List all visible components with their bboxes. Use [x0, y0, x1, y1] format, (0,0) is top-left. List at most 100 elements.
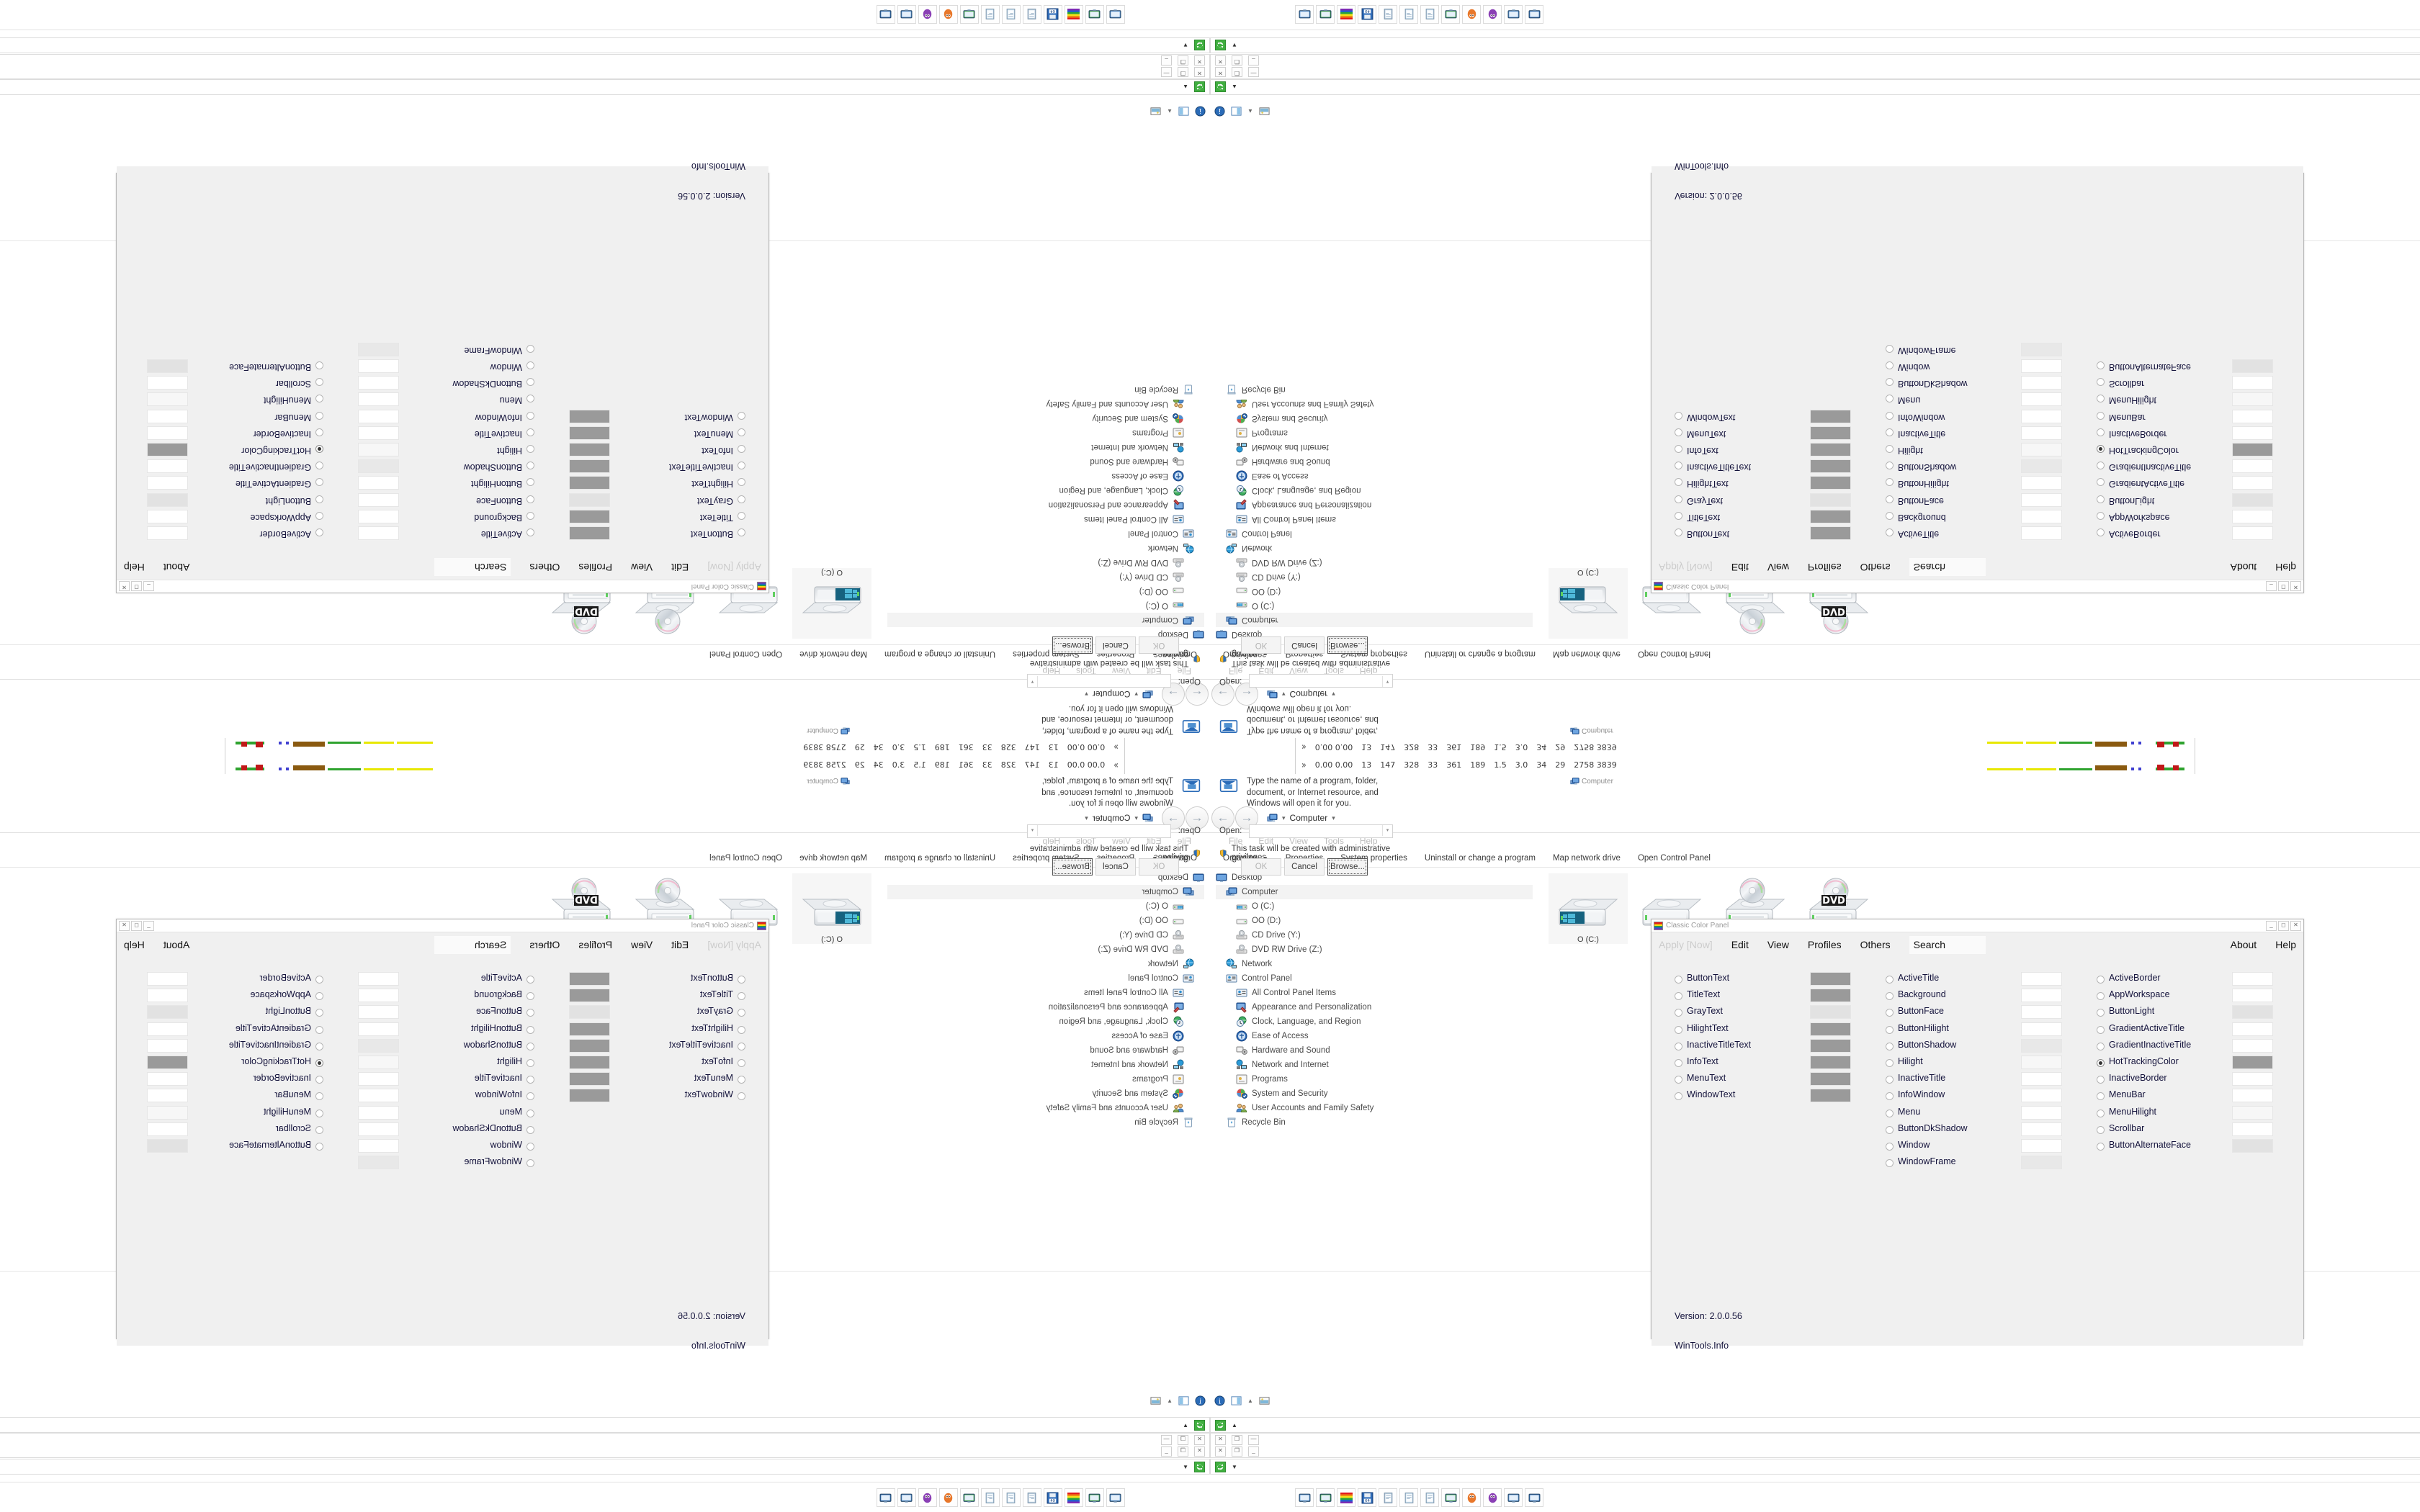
color-entry-radio[interactable] — [738, 1009, 745, 1017]
color-entry-swatch[interactable] — [358, 1156, 399, 1170]
color-entry-row[interactable]: InfoText — [533, 1055, 745, 1073]
info-icon[interactable]: i — [1195, 1395, 1206, 1406]
tree-node[interactable]: Programs — [1216, 426, 1533, 440]
color-entry-row[interactable]: InactiveTitle — [322, 423, 534, 440]
color-entry-swatch[interactable] — [569, 443, 610, 457]
taskbar-item-document[interactable] — [1023, 1488, 1041, 1507]
color-entry-swatch[interactable] — [569, 526, 610, 540]
restore-icon[interactable]: ❐ — [1178, 1434, 1188, 1445]
back-button[interactable]: ← — [1211, 806, 1234, 829]
color-entry-radio[interactable] — [2097, 495, 2105, 503]
close-icon[interactable]: ✕ — [1215, 1446, 1226, 1457]
color-entry-swatch[interactable] — [1810, 409, 1851, 423]
breadcrumb-caret-1[interactable]: ▾ — [1282, 814, 1286, 822]
color-entry-swatch[interactable] — [358, 526, 399, 540]
tree-node[interactable]: Computer — [887, 885, 1204, 899]
taskbar-item-firefox[interactable] — [939, 1488, 958, 1507]
picture-icon[interactable] — [1150, 1395, 1161, 1406]
color-entry-row[interactable]: HilightText — [1675, 1022, 1887, 1040]
color-entry-row[interactable]: InactiveTitleText — [1675, 456, 1887, 474]
tree-node[interactable]: Hardware and Sound — [887, 1043, 1204, 1058]
color-entry-row[interactable]: ButtonHilight — [1886, 472, 2098, 490]
tree-node[interactable]: OO (D:) — [1216, 914, 1533, 928]
color-entry-radio[interactable] — [526, 1159, 534, 1168]
color-entry-radio[interactable] — [1886, 445, 1894, 454]
minimize-icon[interactable]: _ — [2266, 581, 2277, 592]
color-entry-swatch[interactable] — [1810, 1072, 1851, 1086]
color-entry-swatch[interactable] — [569, 1072, 610, 1086]
color-entry-row[interactable]: InfoText — [533, 439, 745, 457]
cmd-uninstall[interactable]: Uninstall or change a program — [884, 649, 996, 659]
color-entry-radio[interactable] — [2097, 1109, 2105, 1117]
color-entry-radio[interactable] — [1886, 1058, 1894, 1067]
taskbar-item-firefox[interactable] — [1462, 5, 1481, 24]
green-refresh-icon[interactable] — [1194, 1461, 1205, 1472]
close-icon[interactable]: ✕ — [119, 920, 130, 931]
tree-node[interactable]: O (C:) — [1216, 598, 1533, 613]
color-entry-row[interactable]: WindowText — [1675, 1089, 1887, 1106]
color-entry-swatch[interactable] — [2232, 1122, 2273, 1136]
breadcrumb-caret-2[interactable]: ▾ — [1332, 814, 1335, 822]
tree-node[interactable]: Appearance and Personalization — [1216, 498, 1533, 512]
color-entry-swatch[interactable] — [358, 392, 399, 407]
color-entry-radio[interactable] — [526, 462, 534, 470]
minimize-icon[interactable]: _ — [143, 920, 154, 931]
restore-icon[interactable]: ❐ — [1232, 1434, 1242, 1445]
color-entry-row[interactable]: GrayText — [1675, 1005, 1887, 1022]
color-entry-swatch[interactable] — [1810, 492, 1851, 507]
green-refresh-icon[interactable] — [1215, 81, 1226, 93]
tree-node[interactable]: User Accounts and Family Safety — [1216, 397, 1533, 411]
tree-node[interactable]: Appearance and Personalization — [1216, 1000, 1533, 1014]
tree-node[interactable]: O (C:) — [887, 598, 1204, 613]
color-entry-swatch[interactable] — [2232, 426, 2273, 440]
color-entry-radio[interactable] — [1886, 1159, 1894, 1168]
color-entry-radio[interactable] — [1886, 511, 1894, 520]
cmd-open-control-panel[interactable]: Open Control Panel — [709, 649, 783, 659]
color-entry-radio[interactable] — [315, 1109, 323, 1117]
caret-down-icon[interactable]: ▼ — [1232, 42, 1237, 49]
menu-edit[interactable]: Edit — [671, 939, 689, 950]
color-entry-row[interactable]: ButtonShadow — [1886, 456, 2098, 474]
color-entry-swatch[interactable] — [2021, 342, 2062, 356]
color-entry-radio[interactable] — [315, 495, 323, 503]
color-entry-row[interactable]: GradientInactiveTitle — [2097, 456, 2309, 474]
tree-node[interactable]: Desktop — [887, 627, 1204, 642]
color-entry-row[interactable]: GrayText — [533, 489, 745, 507]
color-entry-swatch[interactable] — [2021, 1005, 2062, 1020]
color-entry-swatch[interactable] — [2232, 359, 2273, 374]
taskbar-item-screen-capture[interactable] — [1106, 1488, 1125, 1507]
ccp-title-bar[interactable]: Classic Color Panel _ ◻ ✕ — [117, 580, 768, 593]
color-entry-radio[interactable] — [315, 1042, 323, 1050]
color-entry-swatch[interactable] — [358, 376, 399, 390]
color-entry-row[interactable]: HotTrackingColor — [2097, 1055, 2309, 1073]
menu-help[interactable]: Help — [2275, 562, 2296, 573]
menu-about[interactable]: About — [2230, 939, 2257, 950]
drive-item[interactable]: O (C:) — [1549, 568, 1628, 639]
cmd-open-control-panel[interactable]: Open Control Panel — [709, 853, 783, 863]
color-entry-radio[interactable] — [315, 1009, 323, 1017]
color-entry-row[interactable]: Scrollbar — [111, 372, 323, 390]
color-entry-row[interactable]: Menu — [322, 389, 534, 407]
taskbar-item-run[interactable] — [1525, 1488, 1543, 1507]
color-entry-swatch[interactable] — [358, 492, 399, 507]
color-entry-radio[interactable] — [526, 1092, 534, 1101]
color-entry-radio[interactable] — [1886, 1009, 1894, 1017]
color-entry-row[interactable]: MenuBar — [111, 406, 323, 423]
taskbar-item-floppy-64[interactable]: 64 — [1044, 1488, 1062, 1507]
color-entry-row[interactable]: ButtonDkShadow — [322, 372, 534, 390]
ok-button[interactable]: OK — [1241, 858, 1281, 876]
color-entry-row[interactable]: HilightText — [1675, 472, 1887, 490]
taskbar-item-rainbow[interactable] — [1337, 1488, 1355, 1507]
color-entry-swatch[interactable] — [358, 1072, 399, 1086]
tree-node[interactable]: User Accounts and Family Safety — [887, 1101, 1204, 1115]
color-entry-row[interactable]: Hilight — [322, 1055, 534, 1073]
color-entry-swatch[interactable] — [1810, 972, 1851, 986]
color-entry-radio[interactable] — [2097, 1025, 2105, 1034]
color-entry-swatch[interactable] — [147, 1022, 188, 1036]
close-icon[interactable]: ✕ — [1215, 67, 1226, 78]
color-entry-radio[interactable] — [315, 395, 323, 403]
menu-others[interactable]: Others — [529, 562, 560, 573]
color-entry-swatch[interactable] — [569, 476, 610, 490]
color-entry-radio[interactable] — [2097, 511, 2105, 520]
color-entry-swatch[interactable] — [1810, 509, 1851, 523]
